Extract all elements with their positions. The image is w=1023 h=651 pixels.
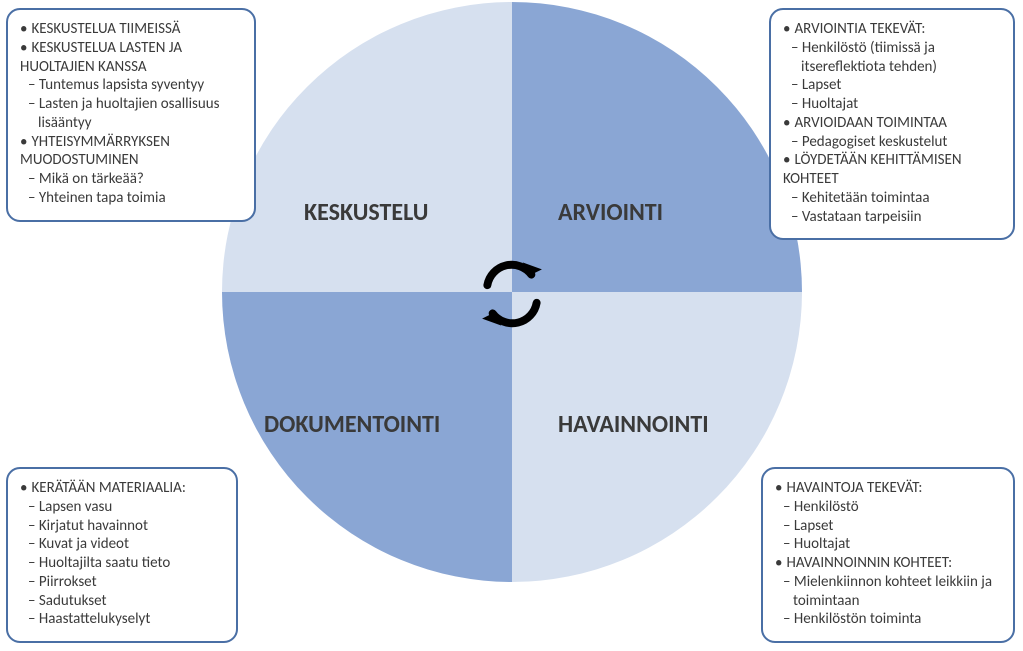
text: Yhteinen tapa toimia — [20, 189, 242, 208]
cycle-arrows-icon — [468, 250, 556, 338]
quadrant-label-dokumentointi: DOKUMENTOINTI — [264, 410, 440, 439]
quadrant-label-arviointi: ARVIOINTI — [558, 198, 663, 227]
quadrant-label-havainnointi: HAVAINNOINTI — [558, 410, 709, 439]
text: Henkilöstön toiminta — [775, 610, 1001, 629]
text: Sadutukset — [20, 592, 224, 611]
quadrant-top-right — [512, 0, 804, 292]
text: Tuntemus lapsista syventyy — [20, 76, 242, 95]
quadrant-top-left — [220, 0, 512, 292]
text: Mielenkiinnon kohteet leikkiin ja toimin… — [775, 573, 1001, 611]
text: YHTEISYMMÄRRYKSEN MUODOSTUMINEN — [20, 133, 242, 171]
text: LÖYDETÄÄN KEHITTÄMISEN KOHTEET — [783, 151, 1001, 189]
text: HAVAINNOINNIN KOHTEET: — [775, 554, 1001, 573]
text: Huoltajat — [775, 535, 1001, 554]
text: Lasten ja huoltajien osallisuus lisäänty… — [20, 95, 242, 133]
text: Haastattelukyselyt — [20, 610, 224, 629]
text: Lapsen vasu — [20, 498, 224, 517]
info-box-dokumentointi: KERÄTÄÄN MATERIAALIA: Lapsen vasu Kirjat… — [6, 467, 238, 643]
text: Mikä on tärkeää? — [20, 170, 242, 189]
text: Henkilöstö (tiimissä ja itsereflektiota … — [783, 39, 1001, 77]
text: ARVIOINTIA TEKEVÄT: — [783, 20, 1001, 39]
text: HAVAINTOJA TEKEVÄT: — [775, 479, 1001, 498]
text: Piirrokset — [20, 573, 224, 592]
text: Huoltajat — [783, 95, 1001, 114]
quadrant-label-keskustelu: KESKUSTELU — [304, 198, 428, 227]
info-box-arviointi: ARVIOINTIA TEKEVÄT: Henkilöstö (tiimissä… — [769, 8, 1015, 240]
text: Lapset — [775, 517, 1001, 536]
text: Pedagogiset keskustelut — [783, 133, 1001, 152]
info-box-keskustelu: KESKUSTELUA TIIMEISSÄ KESKUSTELUA LASTEN… — [6, 8, 256, 222]
text: KESKUSTELUA LASTEN JA HUOLTAJIEN KANSSA — [20, 39, 242, 77]
text: Kehitetään toimintaa — [783, 189, 1001, 208]
text: Vastataan tarpeisiin — [783, 208, 1001, 227]
text: Kirjatut havainnot — [20, 517, 224, 536]
text: Henkilöstö — [775, 498, 1001, 517]
text: Huoltajilta saatu tieto — [20, 554, 224, 573]
text: KERÄTÄÄN MATERIAALIA: — [20, 479, 224, 498]
text: ARVIOIDAAN TOIMINTAA — [783, 114, 1001, 133]
info-box-havainnointi: HAVAINTOJA TEKEVÄT: Henkilöstö Lapset Hu… — [761, 467, 1015, 643]
text: Lapset — [783, 76, 1001, 95]
text: KESKUSTELUA TIIMEISSÄ — [20, 20, 242, 39]
text: Kuvat ja videot — [20, 535, 224, 554]
